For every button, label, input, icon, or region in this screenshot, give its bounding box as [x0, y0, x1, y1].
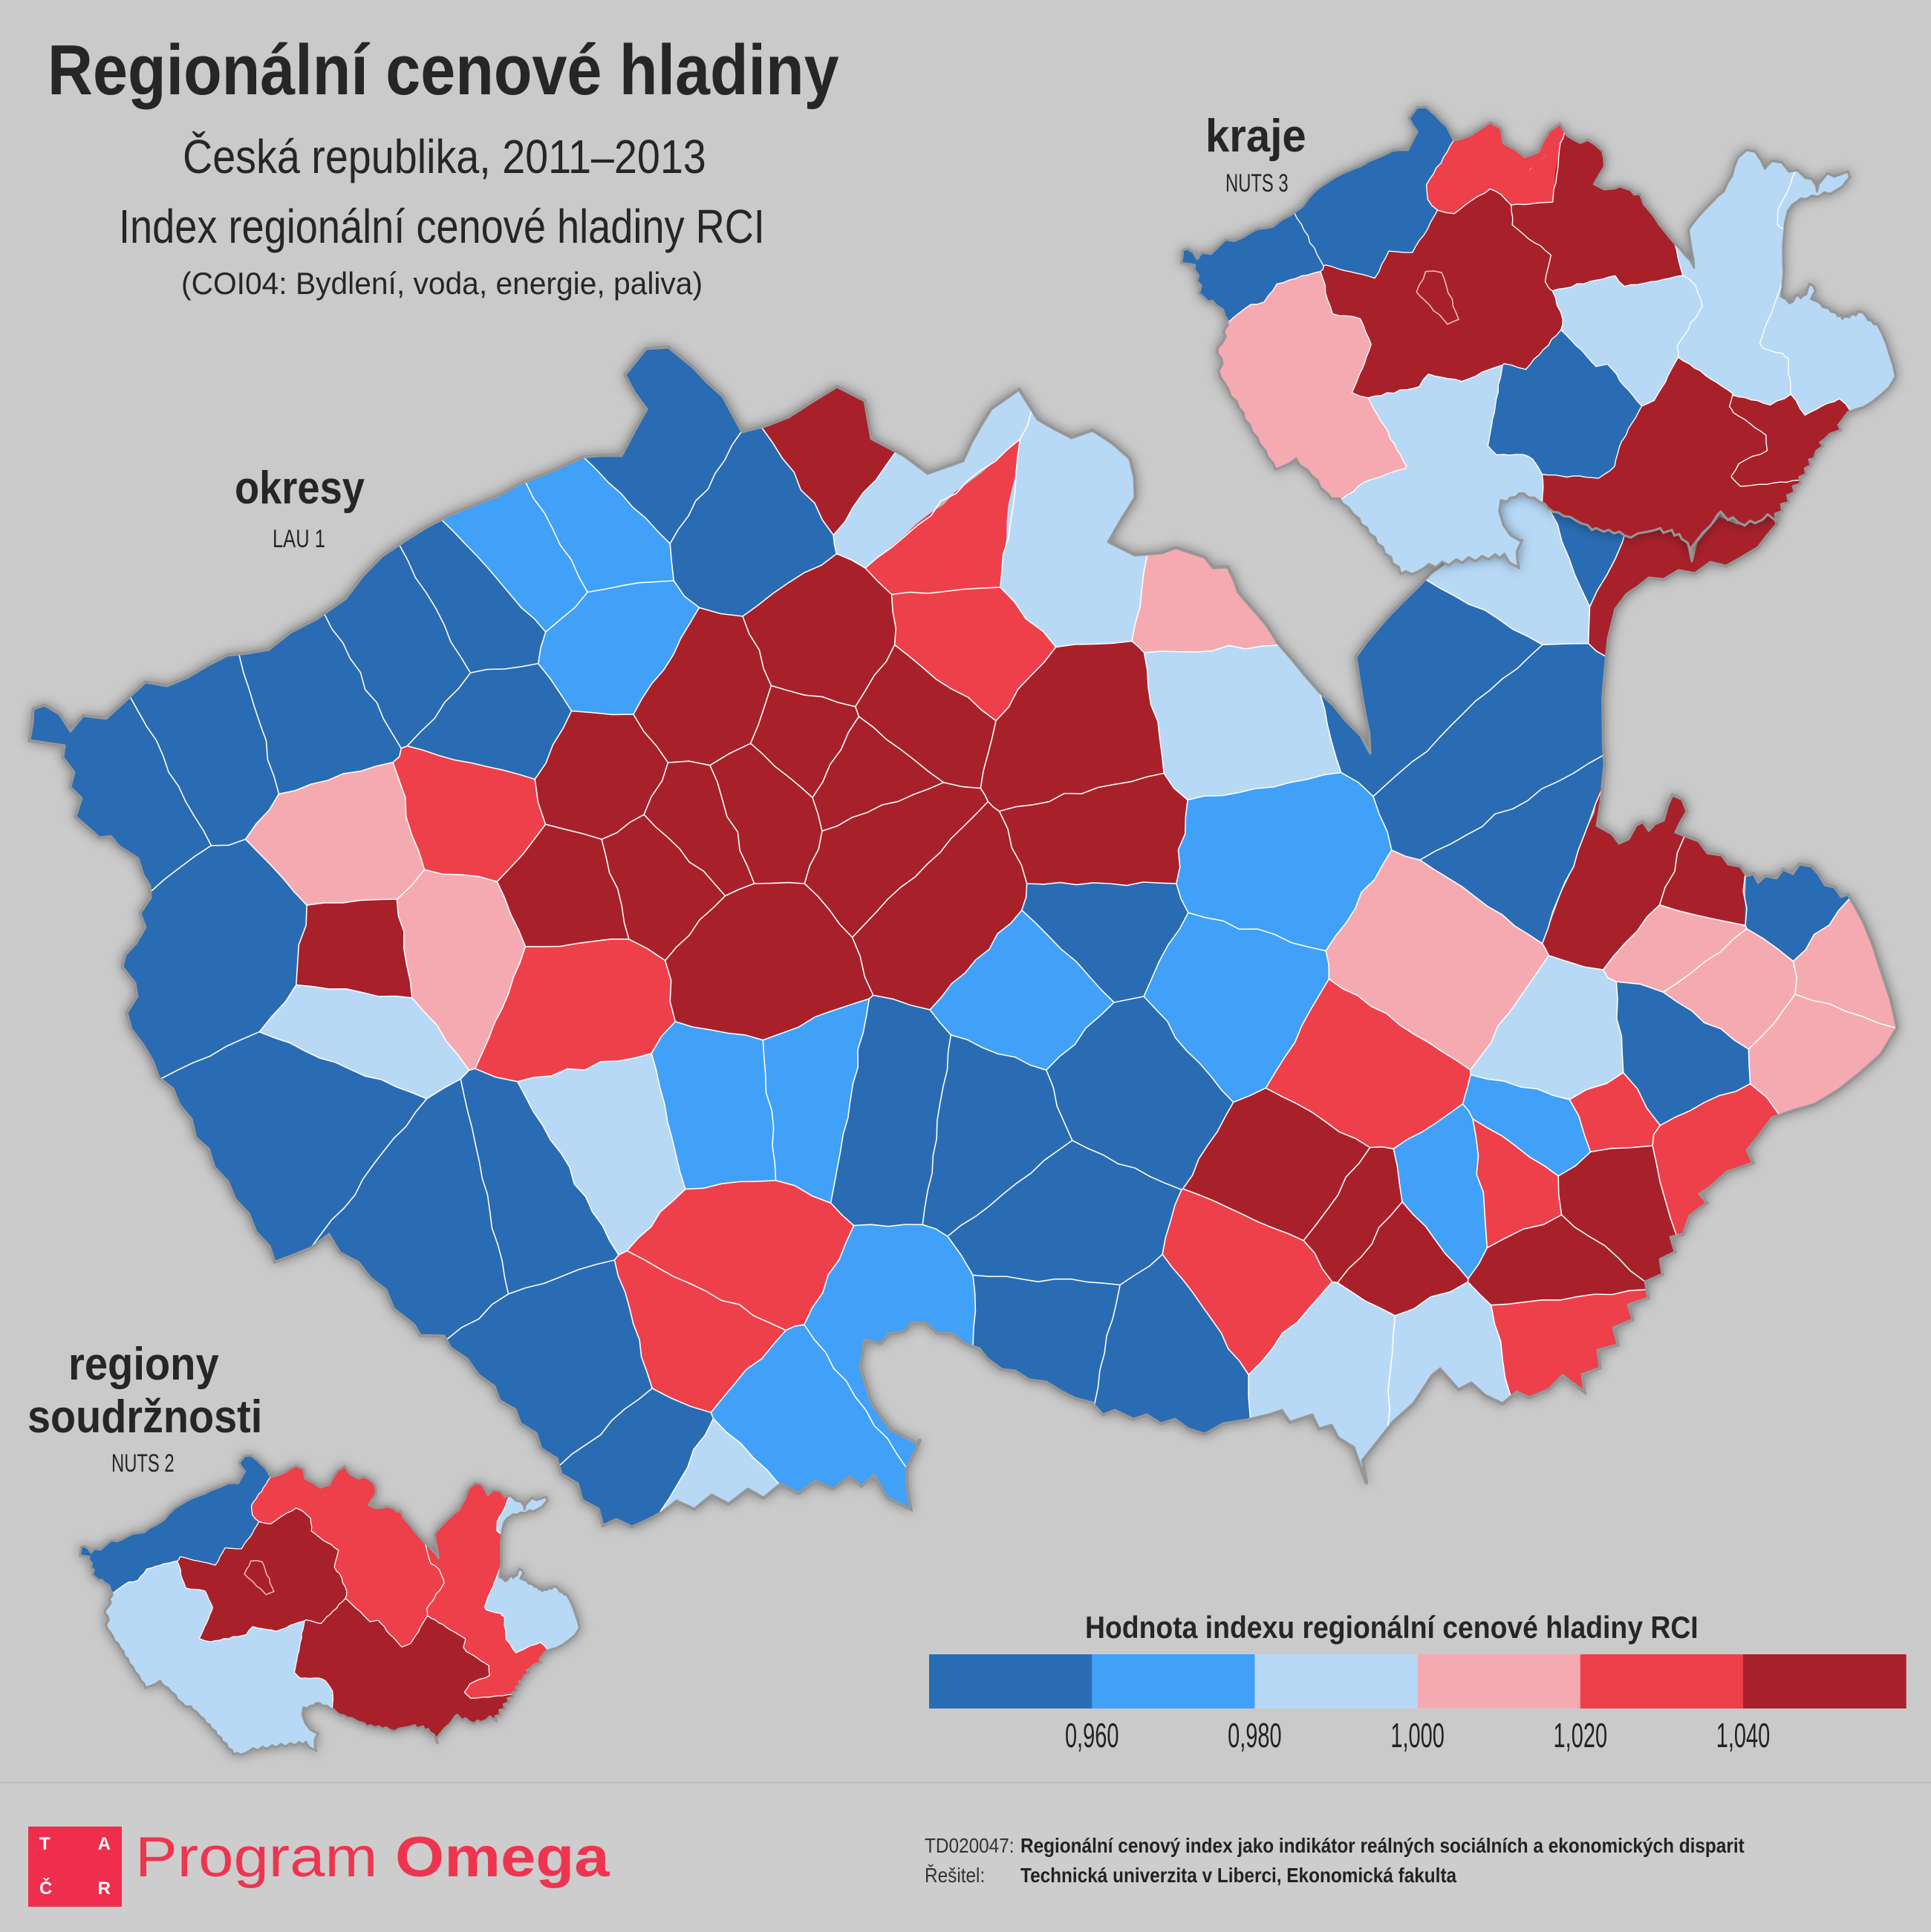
svg-text:1,040: 1,040 — [1716, 1717, 1771, 1755]
svg-text:1,000: 1,000 — [1390, 1717, 1445, 1755]
svg-text:0,980: 0,980 — [1228, 1717, 1282, 1755]
svg-text:0,960: 0,960 — [1065, 1717, 1119, 1755]
svg-text:1,020: 1,020 — [1554, 1717, 1608, 1755]
